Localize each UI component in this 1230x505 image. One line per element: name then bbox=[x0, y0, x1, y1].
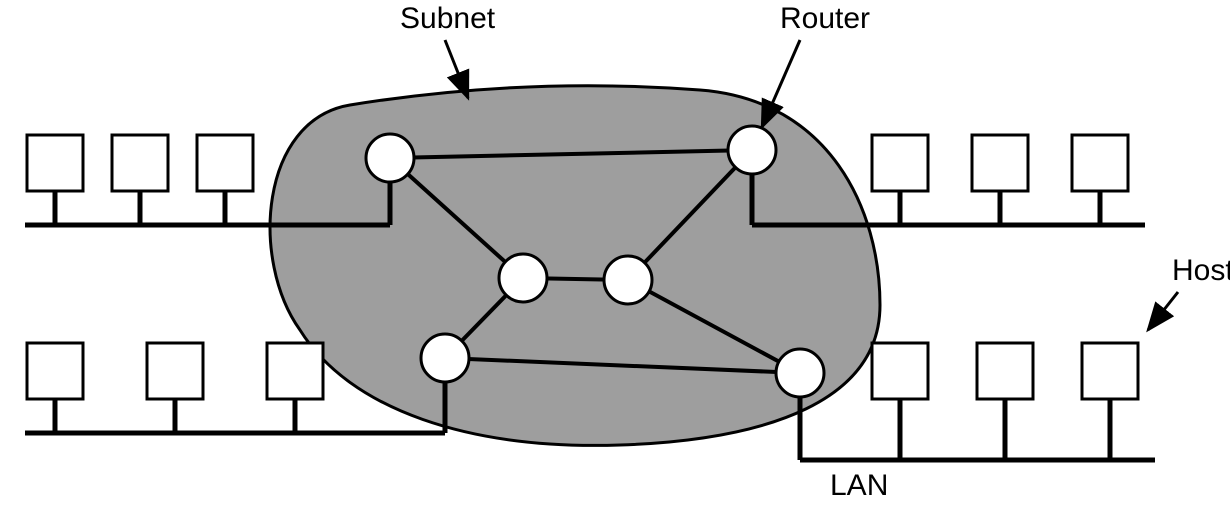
host-node bbox=[972, 135, 1028, 191]
host-node bbox=[1072, 135, 1128, 191]
router-node bbox=[776, 349, 824, 397]
router-node bbox=[728, 126, 776, 174]
host-node bbox=[977, 343, 1033, 399]
host-node bbox=[872, 343, 928, 399]
host-node bbox=[267, 343, 323, 399]
router-label: Router bbox=[780, 2, 870, 35]
host-node bbox=[147, 343, 203, 399]
host-node bbox=[1082, 343, 1138, 399]
network-diagram: Subnet Router Host LAN bbox=[0, 0, 1230, 505]
lan-label: LAN bbox=[830, 469, 888, 502]
host-node bbox=[112, 135, 168, 191]
router-node bbox=[366, 134, 414, 182]
subnet-label: Subnet bbox=[400, 2, 496, 35]
host-node bbox=[27, 135, 83, 191]
host-node bbox=[197, 135, 253, 191]
host-node bbox=[872, 135, 928, 191]
router-node bbox=[421, 334, 469, 382]
host-label: Host bbox=[1172, 254, 1230, 287]
host-node bbox=[27, 343, 83, 399]
router-node bbox=[499, 254, 547, 302]
router-node bbox=[604, 256, 652, 304]
